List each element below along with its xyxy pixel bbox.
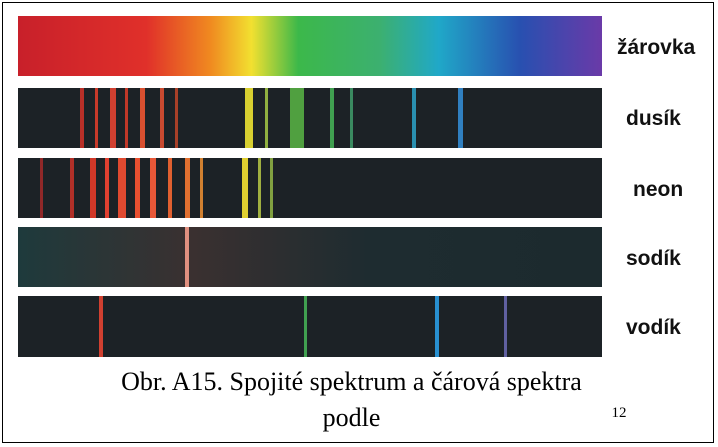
spectrum-label: sodík xyxy=(626,247,681,270)
hydrogen-spectrum xyxy=(18,296,602,357)
sodium-line xyxy=(185,227,189,287)
neon-spectrum xyxy=(18,158,602,218)
spectrum-label: vodík xyxy=(626,316,681,339)
nitrogen-spectrum xyxy=(18,88,602,148)
continuous-spectrum xyxy=(18,16,602,76)
spectrum-label: neon xyxy=(633,178,683,201)
spectrum-label: dusík xyxy=(626,107,681,130)
spectrum-label: žárovka xyxy=(617,36,696,59)
caption-text: Obr. A15. Spojité spektrum a čárová spek… xyxy=(92,364,612,436)
caption: Obr. A15. Spojité spektrum a čárová spek… xyxy=(0,364,718,436)
page: žárovka dusík neon sodík vodík Obr. A15.… xyxy=(0,0,718,447)
caption-superscript: 12 xyxy=(612,405,627,421)
sodium-spectrum xyxy=(18,227,602,287)
